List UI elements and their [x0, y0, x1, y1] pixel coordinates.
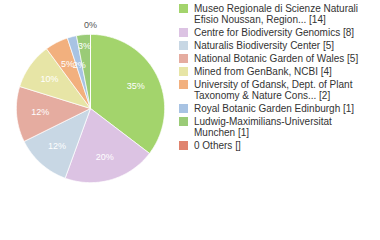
svg-text:5%: 5%	[60, 58, 74, 69]
html-text:Museo Regionale di Scienze Nat: Museo Regionale di Scienze Naturali Efis…	[194, 3, 358, 25]
svg-text:10%: 10%	[40, 74, 58, 84]
html-text:Ludwig-Maximilians-Universitat: Ludwig-Maximilians-Universitat Munchen […	[194, 116, 332, 138]
svg-text:2%: 2%	[73, 60, 86, 70]
svg-text:35%: 35%	[127, 81, 145, 91]
svg-text:3%: 3%	[78, 41, 91, 51]
html-text:University of Gdansk, Dept. of: University of Gdansk, Dept. of Plant Tax…	[194, 79, 353, 101]
svg-text:12%: 12%	[31, 107, 49, 117]
html-text:0 Others []: 0 Others []	[194, 140, 241, 151]
html-text:Centre for Biodiversity Genomi: Centre for Biodiversity Genomics [8]	[194, 27, 355, 38]
html-text:National Botanic Garden of Wal: National Botanic Garden of Wales [5]	[194, 53, 359, 64]
html-text:Mined from GenBank, NCBI [4]: Mined from GenBank, NCBI [4]	[194, 66, 332, 77]
svg-text:12%: 12%	[48, 141, 66, 151]
svg-text:0%: 0%	[84, 22, 97, 30]
svg-text:20%: 20%	[96, 152, 114, 162]
html-text:Royal Botanic Garden Edinburgh: Royal Botanic Garden Edinburgh [1]	[194, 103, 355, 114]
html-text:Naturalis Biodiversity Center: Naturalis Biodiversity Center [5]	[194, 40, 335, 51]
